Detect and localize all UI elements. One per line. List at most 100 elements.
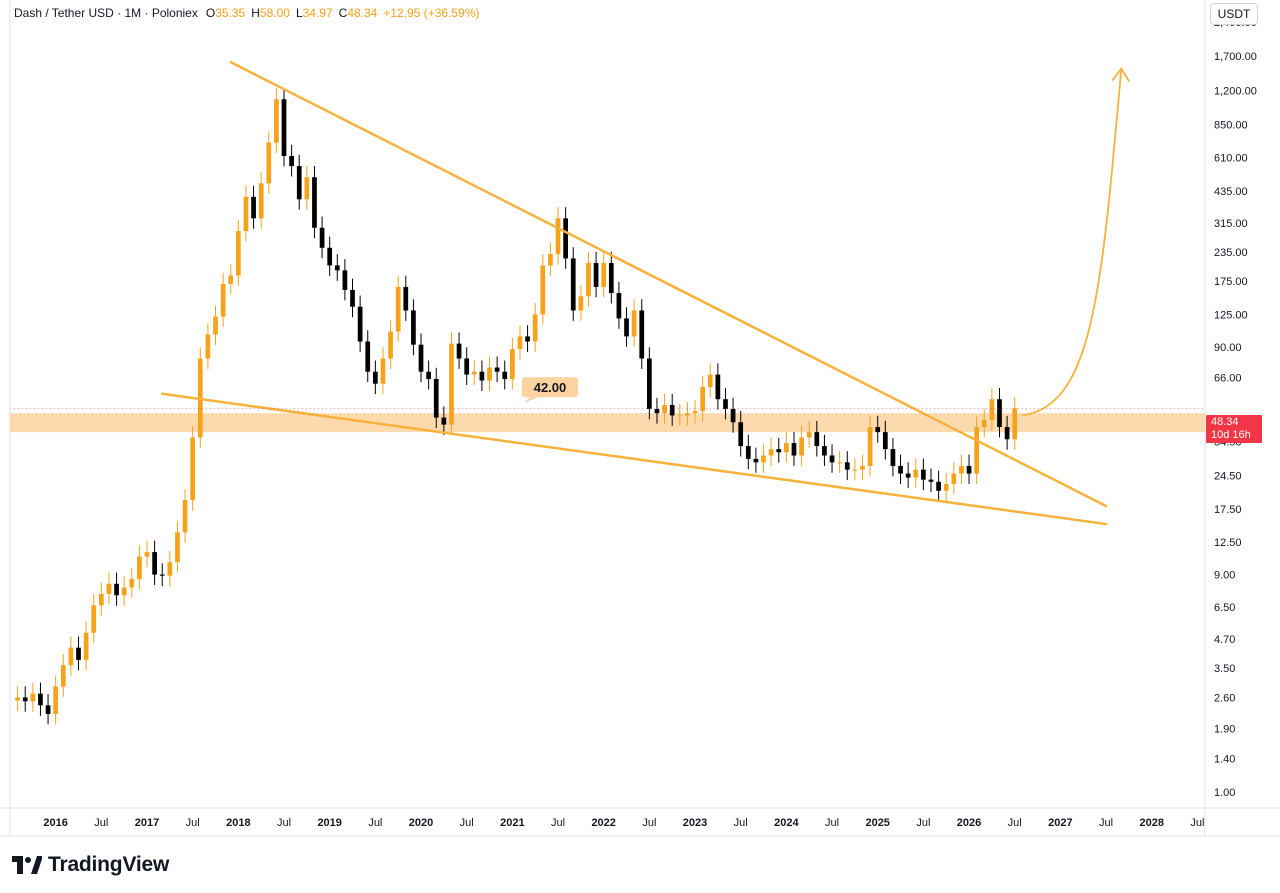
candle-body (837, 462, 843, 464)
candle-body (692, 411, 698, 414)
time-tick-label: 2022 (591, 817, 615, 829)
candle-body (479, 371, 485, 381)
candle-body (921, 469, 926, 480)
time-tick-label: 2019 (317, 817, 341, 829)
price-tick-label: 4.70 (1214, 634, 1235, 646)
currency-unit-button[interactable]: USDT (1210, 3, 1258, 25)
time-tick-label: 2025 (865, 817, 889, 829)
time-tick-label: Jul (916, 817, 930, 829)
candle-body (852, 469, 858, 471)
price-tick-label: 1,700.00 (1214, 51, 1257, 63)
candle-body (60, 665, 66, 687)
candle-body (814, 432, 820, 447)
candle-body (631, 310, 637, 337)
ohlc-legend: Dash / Tether USD · 1M · Poloniex O 35.35… (14, 6, 479, 20)
candle-body (464, 358, 470, 375)
candle-body (844, 462, 850, 470)
candle-body (357, 306, 363, 342)
price-tick-label: 235.00 (1214, 247, 1248, 259)
candle-body (700, 386, 706, 412)
candle-body (91, 605, 97, 633)
candle-body (1004, 427, 1010, 440)
close-value: 48.34 (347, 6, 378, 20)
candle-body (342, 270, 348, 290)
price-tick-label: 66.00 (1214, 373, 1242, 385)
time-tick-label: 2021 (500, 817, 524, 829)
time-tick-label: 2017 (135, 817, 159, 829)
candle-body (205, 334, 211, 359)
candle-body (426, 371, 431, 380)
candle-body (548, 254, 553, 266)
candle-body (997, 399, 1002, 428)
candle-body (601, 263, 607, 287)
candle-body (274, 99, 279, 143)
symbol-title[interactable]: Dash / Tether USD · 1M · Poloniex (14, 6, 198, 20)
candle-body (662, 404, 667, 414)
candle-body (319, 227, 325, 248)
candle-body (152, 552, 157, 575)
candle-body (509, 349, 515, 380)
candle-body (974, 427, 980, 474)
candle-body (936, 481, 941, 491)
candle-body (312, 177, 317, 228)
candle-body (281, 99, 287, 156)
price-tick-label: 1.40 (1214, 754, 1235, 766)
candle-body (235, 231, 241, 276)
price-tick-label: 2.60 (1214, 692, 1235, 704)
candle-body (129, 579, 135, 588)
candle-body (121, 587, 127, 596)
candle-body (334, 265, 340, 271)
time-tick-label: Jul (1190, 817, 1204, 829)
candle-body (502, 371, 508, 380)
time-tick-label: 2020 (409, 817, 433, 829)
price-tick-label: 1.00 (1214, 787, 1235, 799)
candle-body (114, 583, 119, 596)
candle-body (433, 379, 439, 418)
time-tick-label: Jul (460, 817, 474, 829)
candle-body (395, 286, 401, 332)
candle-body (22, 697, 28, 702)
candle-body (289, 155, 294, 167)
high-label: H (251, 6, 260, 20)
time-tick-label: 2027 (1048, 817, 1072, 829)
time-tick-label: Jul (1008, 817, 1022, 829)
candle-body (943, 483, 949, 491)
price-tick-label: 1.90 (1214, 723, 1235, 735)
candle-body (137, 556, 142, 580)
price-tick-label: 610.00 (1214, 153, 1248, 165)
price-tick-label: 3.50 (1214, 663, 1235, 675)
candle-body (266, 142, 272, 184)
candle-body (768, 449, 774, 456)
candle-body (38, 693, 43, 706)
candle-body (228, 275, 234, 284)
chart-area[interactable]: 42.00 1.00 1.40 1.90 2.60 3.50 4.70 6.50 9.00 12.… (0, 0, 1280, 840)
candle-body (182, 500, 188, 533)
price-tick-label: 315.00 (1214, 218, 1248, 230)
candle-body (776, 449, 782, 453)
price-tick-label: 6.50 (1214, 602, 1235, 614)
upper-trendline (229, 60, 1108, 508)
time-tick-label: Jul (551, 817, 565, 829)
candle-body (220, 283, 226, 317)
price-tick-label: 1,200.00 (1214, 86, 1257, 98)
candle-body (403, 286, 409, 311)
candle-body (15, 697, 20, 701)
candle-body (616, 293, 622, 319)
candlestick-chart[interactable]: 42.00 1.00 1.40 1.90 2.60 3.50 4.70 6.50 9.00 12.… (0, 0, 1280, 840)
brand-name: TradingView (48, 853, 170, 876)
price-tick-label: 125.00 (1214, 309, 1248, 321)
support-zone (10, 413, 1205, 433)
support-label-box (522, 377, 578, 398)
candle-body (723, 399, 728, 410)
candle-body (753, 458, 759, 463)
candle-body (715, 374, 721, 400)
candle-body (159, 574, 165, 576)
candle-body (1012, 408, 1018, 440)
support-label: 42.00 (534, 380, 567, 395)
candle-body (707, 374, 713, 387)
close-label: C (338, 6, 348, 20)
tradingview-logo[interactable]: TradingView (12, 853, 169, 877)
candle-body (677, 415, 683, 417)
candle-body (525, 336, 530, 342)
candle-body (30, 693, 36, 702)
